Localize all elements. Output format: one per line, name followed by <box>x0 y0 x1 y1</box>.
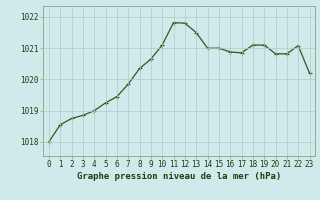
X-axis label: Graphe pression niveau de la mer (hPa): Graphe pression niveau de la mer (hPa) <box>77 172 281 181</box>
